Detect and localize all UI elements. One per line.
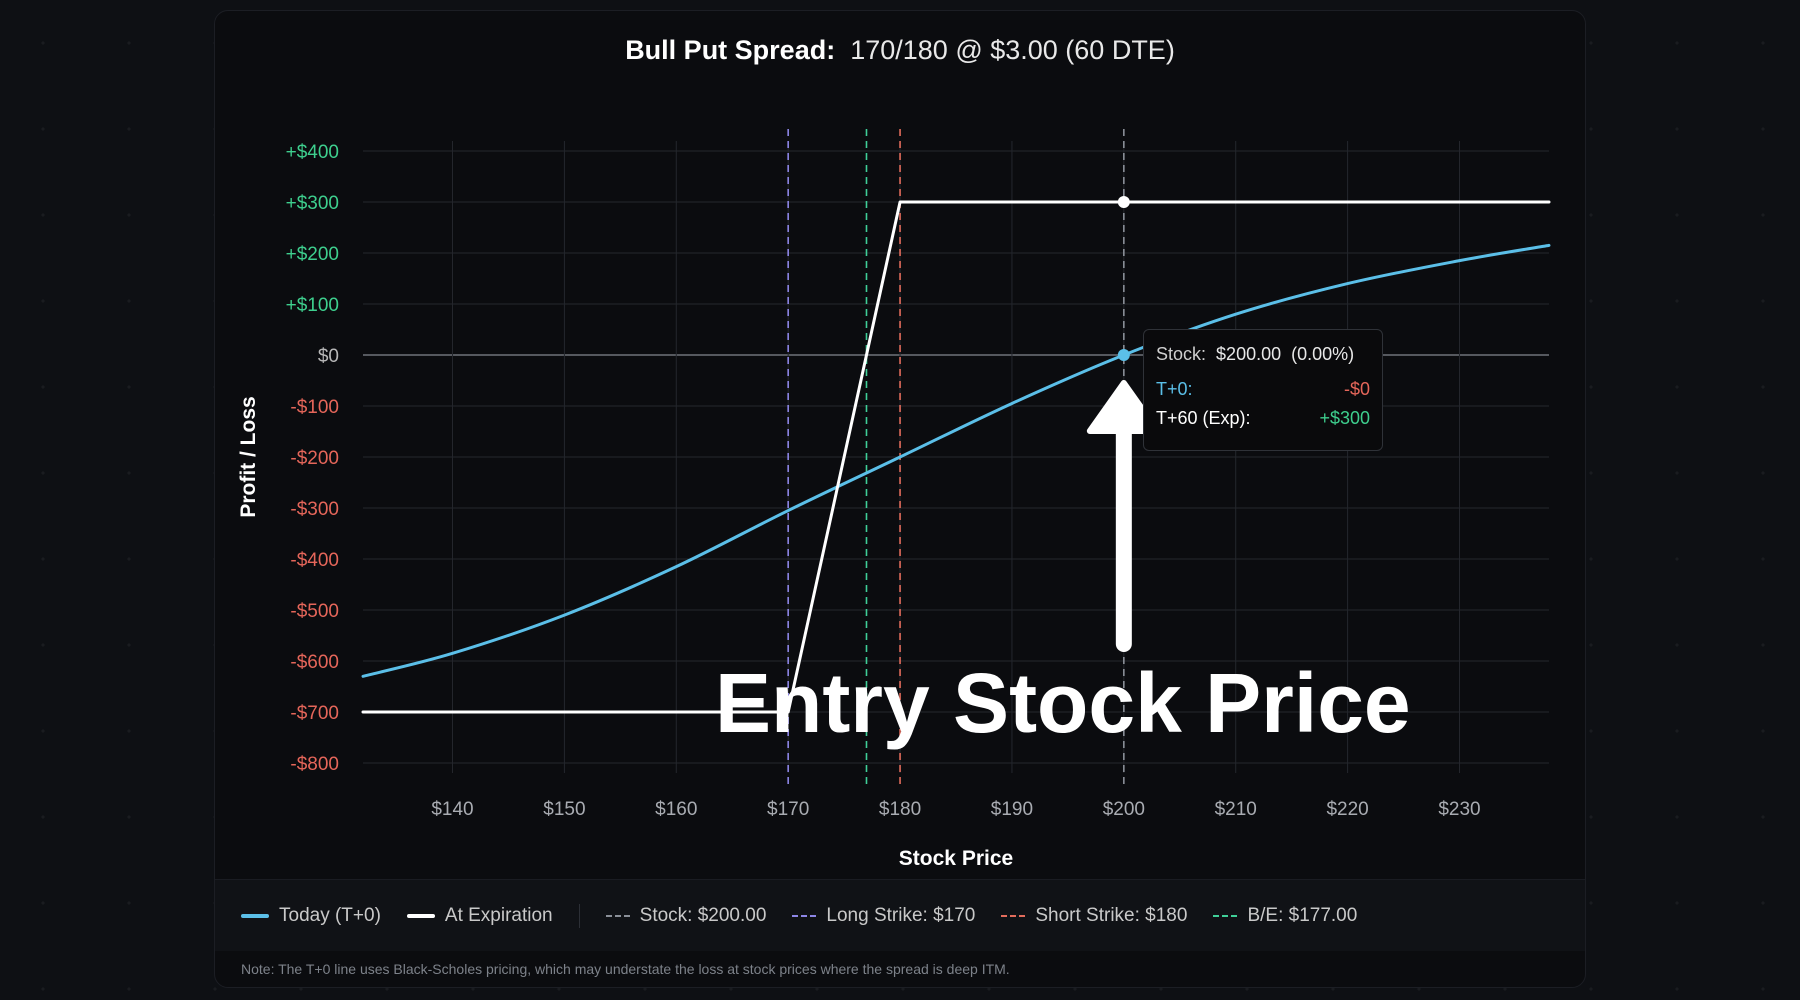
legend-swatch-stock <box>605 914 630 917</box>
y-tick-label: -$400 <box>290 550 339 571</box>
x-tick-label: $150 <box>543 799 585 820</box>
x-tick-label: $140 <box>431 799 473 820</box>
footnote: Note: The T+0 line uses Black-Scholes pr… <box>241 961 1010 977</box>
y-tick-label: +$100 <box>286 295 339 316</box>
legend-item-short-strike[interactable]: Short Strike: $180 <box>1001 905 1187 927</box>
today-point-marker[interactable] <box>1117 349 1130 361</box>
annotation-arrow-head <box>1086 380 1161 434</box>
legend-separator <box>578 903 580 928</box>
y-axis-label: Profit / Loss <box>237 396 260 517</box>
x-tick-label: $230 <box>1438 799 1480 820</box>
y-tick-label: +$200 <box>286 244 339 265</box>
legend-item-long-strike[interactable]: Long Strike: $170 <box>792 905 975 927</box>
legend-label-today: Today (T+0) <box>279 904 381 926</box>
series-line-expiration[interactable] <box>361 200 1551 714</box>
chart-panel: Bull Put Spread: 170/180 @ $3.00 (60 DTE… <box>214 10 1586 988</box>
legend-label-stock: Stock: $200.00 <box>639 904 767 926</box>
x-tick-label: $160 <box>655 799 697 820</box>
y-tick-label: -$200 <box>290 448 339 469</box>
chart-title-strategy: Bull Put Spread: <box>625 35 836 65</box>
expiration-point-marker[interactable] <box>1117 196 1130 208</box>
y-tick-label: -$800 <box>290 754 339 775</box>
y-tick-label: $0 <box>318 346 339 367</box>
legend-swatch-breakeven <box>1213 914 1238 917</box>
y-tick-label: +$300 <box>286 193 339 214</box>
chart-legend: Today (T+0) At Expiration Stock: $200.00… <box>215 879 1585 951</box>
legend-label-expiration: At Expiration <box>444 904 553 926</box>
legend-item-today[interactable]: Today (T+0) <box>241 905 381 927</box>
annotation-entry-stock-price: Entry Stock Price <box>715 656 1411 750</box>
legend-label-short-strike: Short Strike: $180 <box>1035 904 1188 926</box>
legend-label-long-strike: Long Strike: $170 <box>826 904 976 926</box>
tooltip-exp-label: T+60 (Exp): <box>1156 408 1251 428</box>
x-tick-label: $210 <box>1215 799 1257 820</box>
y-tick-label: +$400 <box>286 142 339 163</box>
x-axis-label: Stock Price <box>899 847 1013 870</box>
legend-item-expiration[interactable]: At Expiration <box>406 904 553 927</box>
y-tick-label: -$300 <box>290 499 339 520</box>
legend-item-breakeven[interactable]: B/E: $177.00 <box>1213 905 1357 927</box>
x-tick-label: $200 <box>1103 799 1145 820</box>
legend-swatch-short-strike <box>1001 914 1026 917</box>
chart-title: Bull Put Spread: 170/180 @ $3.00 (60 DTE… <box>215 35 1585 66</box>
legend-item-stock[interactable]: Stock: $200.00 <box>605 904 767 927</box>
tooltip-stock-change: (0.00%) <box>1291 344 1355 364</box>
x-tick-label: $220 <box>1326 799 1368 820</box>
legend-swatch-long-strike <box>792 914 817 917</box>
legend-swatch-expiration <box>406 913 435 918</box>
tooltip-stock-label: Stock: <box>1156 344 1207 364</box>
y-tick-label: -$600 <box>290 652 339 673</box>
legend-swatch-today <box>241 913 269 918</box>
chart-title-details: 170/180 @ $3.00 (60 DTE) <box>850 35 1175 65</box>
x-tick-label: $170 <box>767 799 809 820</box>
x-tick-label: $180 <box>879 799 921 820</box>
x-tick-label: $190 <box>991 799 1033 820</box>
legend-label-breakeven: B/E: $177.00 <box>1247 904 1358 926</box>
y-tick-label: -$700 <box>290 703 339 724</box>
series-line-today[interactable] <box>361 243 1551 678</box>
y-tick-label: -$100 <box>290 397 339 418</box>
tooltip-exp-value: +$300 <box>1319 408 1370 428</box>
y-tick-label: -$500 <box>290 601 339 622</box>
tooltip-t0-value: -$0 <box>1343 379 1370 399</box>
hover-tooltip: Stock: $200.00 (0.00%) T+0: -$0 T+60 (Ex… <box>1143 329 1383 451</box>
tooltip-t0-label: T+0: <box>1156 379 1193 399</box>
tooltip-stock-value: $200.00 <box>1216 344 1282 364</box>
